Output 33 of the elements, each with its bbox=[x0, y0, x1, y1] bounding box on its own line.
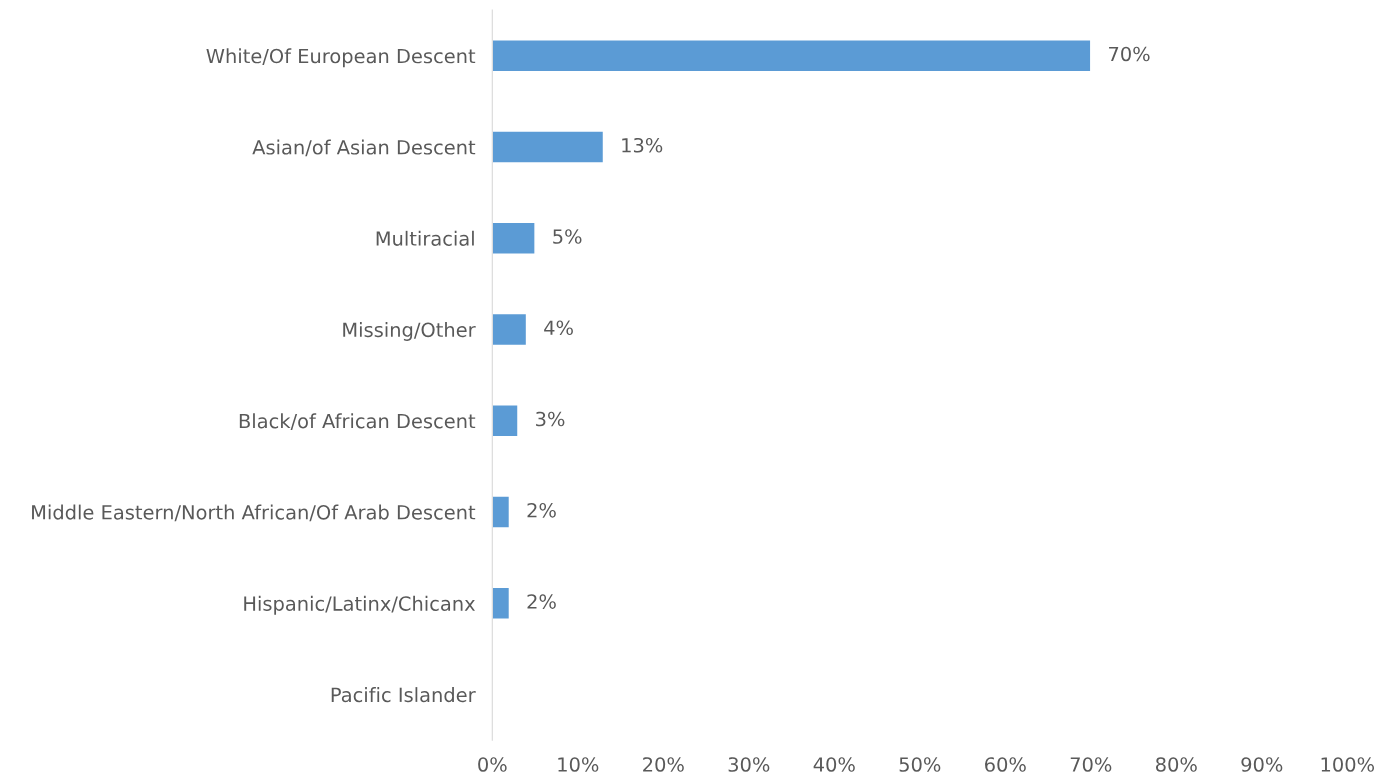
y-tick-label: Black/of African Descent bbox=[239, 413, 476, 430]
x-tick-label: 10% bbox=[558, 757, 599, 772]
x-tick-label: 40% bbox=[813, 757, 855, 772]
bar bbox=[492, 130, 605, 164]
data-label: 2% bbox=[527, 502, 556, 518]
y-tick-label: Multiracial bbox=[376, 230, 474, 246]
data-label: 5% bbox=[553, 229, 582, 244]
data-label: 2% bbox=[527, 594, 556, 609]
y-tick-label: Pacific Islander bbox=[331, 687, 476, 703]
x-tick-label: 60% bbox=[985, 757, 1026, 772]
x-tick-label: 0% bbox=[478, 757, 507, 772]
y-tick-label: Middle Eastern/North African/Of Arab Descent bbox=[32, 504, 476, 522]
y-tick-label: Hispanic/Latinx/Chicanx bbox=[244, 595, 475, 615]
bar bbox=[492, 312, 528, 347]
x-tick-label: 70% bbox=[1070, 757, 1112, 772]
x-tick-label: 20% bbox=[643, 757, 684, 772]
x-tick-label: 80% bbox=[1156, 757, 1197, 772]
y-tick-label: Asian/of Asian Descent bbox=[252, 139, 476, 157]
data-label: 4% bbox=[544, 320, 573, 336]
x-tick-label: 90% bbox=[1241, 757, 1283, 772]
data-label: 70% bbox=[1109, 46, 1150, 62]
x-tick-label: 100% bbox=[1321, 757, 1374, 772]
x-tick-label: 30% bbox=[728, 757, 770, 772]
bar bbox=[492, 495, 511, 529]
bar bbox=[492, 221, 536, 255]
y-tick-label: Missing/Other bbox=[343, 322, 476, 341]
x-tick-label: 50% bbox=[899, 757, 941, 772]
bar bbox=[492, 586, 511, 620]
bar bbox=[492, 39, 1092, 73]
data-label: 3% bbox=[536, 411, 565, 427]
bar bbox=[492, 404, 519, 438]
y-tick-label: White/Of European Descent bbox=[206, 48, 476, 68]
data-label: 13% bbox=[622, 137, 663, 153]
